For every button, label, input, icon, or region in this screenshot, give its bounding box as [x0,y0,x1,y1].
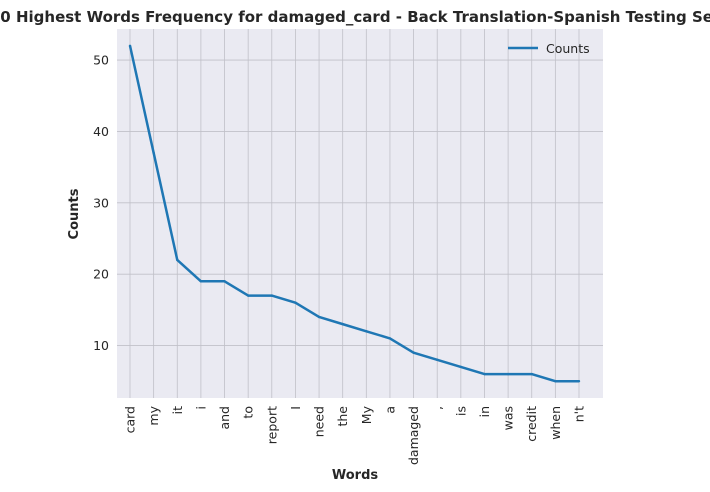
data-point [459,365,463,369]
plot-area [117,29,603,398]
data-point [176,258,179,262]
data-point [199,280,203,283]
series-line [128,45,579,383]
data-point [294,301,297,304]
y-axis-ticks: 10 20 30 40 50 [93,53,109,353]
x-tick-label: and [217,406,232,430]
x-tick-label: my [146,405,161,425]
x-tick-label: My [359,405,374,424]
x-tick-label: , [430,406,445,410]
x-tick-label: the [335,406,350,427]
x-tick-label: n't [572,406,587,422]
y-axis-label: Counts [67,188,82,239]
x-tick-label: damaged [406,406,421,465]
x-tick-label: card [123,406,138,433]
grid [117,29,603,398]
x-tick-label: is [453,406,468,416]
data-point [365,330,368,333]
x-tick-label: when [548,406,563,440]
data-point [554,380,557,383]
x-tick-label: I [288,406,303,410]
data-point [506,372,510,376]
y-tick-label: 20 [93,267,109,282]
data-point [412,351,415,354]
data-point [128,44,132,47]
data-point [270,294,273,297]
data-point [577,380,581,383]
x-tick-label: i [193,406,208,409]
data-point [341,322,344,326]
data-point [530,372,533,376]
x-tick-label: in [477,406,492,417]
x-tick-label: it [170,406,185,414]
y-tick-label: 10 [93,338,109,353]
legend: Counts [508,41,590,56]
x-tick-label: report [264,406,279,444]
chart-title: 20 Highest Words Frequency for damaged_c… [0,8,710,26]
legend-label: Counts [546,41,590,56]
y-tick-label: 50 [93,53,109,68]
x-tick-label: a [382,406,397,414]
y-tick-label: 30 [93,195,109,210]
x-tick-label: need [312,406,327,437]
data-point [483,372,486,376]
x-axis-label: Words [332,468,379,483]
data-point [388,337,392,340]
data-point [246,294,250,297]
series [128,44,581,383]
x-tick-label: was [501,406,516,430]
data-point [152,151,155,155]
y-tick-label: 40 [93,124,109,139]
data-point [223,280,226,283]
x-tick-label: to [241,406,256,419]
data-point [436,358,439,362]
x-tick-label: credit [524,406,539,442]
data-point [317,315,321,319]
